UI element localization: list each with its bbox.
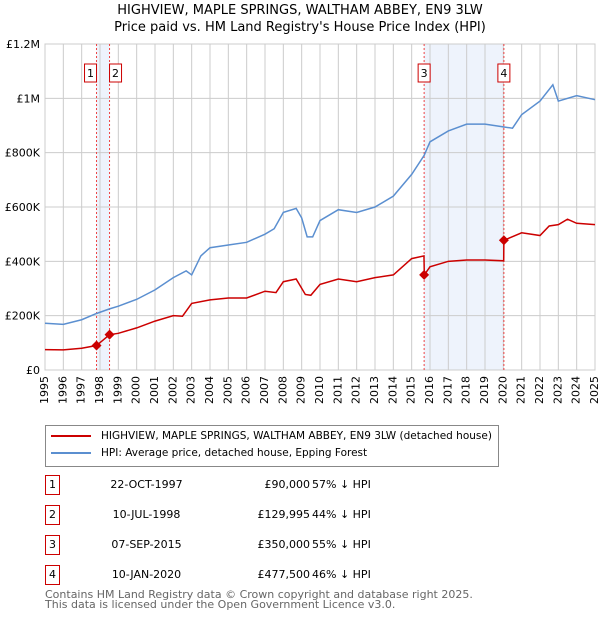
transaction-price: £90,000 — [264, 478, 311, 491]
transaction-hpi-diff: 57% ↓ HPI — [312, 478, 371, 491]
x-tick-label: 2008 — [276, 376, 289, 404]
y-tick-label: £0 — [26, 364, 40, 377]
x-tick-label: 2007 — [258, 376, 271, 404]
marker-label-4: 4 — [500, 67, 507, 80]
marker-label-1: 1 — [87, 67, 94, 80]
transaction-price: £129,995 — [257, 508, 311, 521]
footer-copyright: Contains HM Land Registry data © Crown c… — [45, 588, 473, 601]
x-tick-label: 2016 — [423, 376, 436, 404]
x-tick-label: 2014 — [386, 376, 399, 404]
marker-box-2 — [109, 63, 123, 83]
x-tick-label: 2021 — [515, 376, 528, 404]
marker-box-4 — [497, 63, 511, 83]
x-tick-label: 2020 — [496, 376, 509, 404]
x-tick-label: 2011 — [331, 376, 344, 404]
transaction-row: 2 10-JUL-1998 £129,995 44% ↓ HPI — [45, 505, 445, 525]
transaction-hpi-diff: 46% ↓ HPI — [312, 568, 371, 581]
x-tick-label: 2025 — [588, 376, 600, 404]
transaction-date: 22-OCT-1997 — [110, 478, 183, 491]
transaction-id: 3 — [45, 535, 60, 555]
x-tick-label: 1998 — [93, 376, 106, 404]
legend-label-property: HIGHVIEW, MAPLE SPRINGS, WALTHAM ABBEY, … — [101, 430, 492, 442]
transaction-row: 4 10-JAN-2020 £477,500 46% ↓ HPI — [45, 565, 445, 585]
y-tick-label: £800K — [5, 147, 41, 160]
x-tick-label: 2006 — [240, 376, 253, 404]
y-tick-label: £1.2M — [6, 38, 40, 51]
marker-label-3: 3 — [421, 67, 428, 80]
transaction-price: £350,000 — [257, 538, 311, 551]
marker-label-2: 2 — [112, 67, 119, 80]
x-tick-label: 2003 — [185, 376, 198, 404]
legend-label-hpi: HPI: Average price, detached house, Eppi… — [101, 447, 368, 459]
x-tick-label: 2001 — [148, 376, 161, 404]
x-tick-label: 2005 — [221, 376, 234, 404]
transaction-hpi-diff: 55% ↓ HPI — [312, 538, 371, 551]
x-tick-label: 2019 — [478, 376, 491, 404]
marker-box-1 — [84, 63, 98, 83]
y-tick-label: £200K — [5, 310, 41, 323]
transaction-id: 1 — [45, 475, 60, 495]
transaction-date: 10-JUL-1998 — [112, 508, 181, 521]
x-tick-label: 2010 — [313, 376, 326, 404]
x-tick-label: 2015 — [405, 376, 418, 404]
footer: Contains HM Land Registry data © Crown c… — [45, 588, 473, 611]
x-tick-label: 1996 — [56, 376, 69, 404]
legend: HIGHVIEW, MAPLE SPRINGS, WALTHAM ABBEY, … — [45, 425, 499, 467]
x-tick-label: 2002 — [166, 376, 179, 404]
hpi-line — [44, 83, 596, 326]
y-tick-label: £600K — [5, 201, 41, 214]
chart-subtitle: Price paid vs. HM Land Registry's House … — [114, 20, 486, 35]
x-tick-label: 1999 — [111, 376, 124, 404]
x-tick-label: 2009 — [295, 376, 308, 404]
x-tick-label: 2022 — [533, 376, 546, 404]
legend-swatch-hpi — [51, 452, 91, 454]
x-tick-label: 2023 — [551, 376, 564, 404]
y-tick-label: £1M — [17, 92, 41, 105]
transaction-date: 10-JAN-2020 — [111, 568, 182, 581]
plot-frame — [44, 43, 596, 371]
sale-point-2 — [104, 329, 115, 340]
sale-point-4 — [498, 235, 509, 246]
transaction-row: 3 07-SEP-2015 £350,000 55% ↓ HPI — [45, 535, 445, 555]
x-tick-label: 1997 — [75, 376, 88, 404]
transaction-price: £477,500 — [257, 568, 311, 581]
x-tick-label: 2000 — [130, 376, 143, 404]
transaction-id: 2 — [45, 505, 60, 525]
footer-licence: This data is licensed under the Open Gov… — [45, 598, 396, 611]
transaction-row: 1 22-OCT-1997 £90,000 57% ↓ HPI — [45, 475, 445, 495]
x-tick-label: 2012 — [350, 376, 363, 404]
x-tick-label: 2013 — [368, 376, 381, 404]
x-tick-label: 2024 — [570, 376, 583, 404]
x-tick-label: 2004 — [203, 376, 216, 404]
chart-title: HIGHVIEW, MAPLE SPRINGS, WALTHAM ABBEY, … — [117, 3, 483, 18]
property-price-line — [44, 218, 596, 351]
x-tick-label: 2018 — [460, 376, 473, 404]
sale-point-1 — [91, 340, 102, 351]
transaction-hpi-diff: 44% ↓ HPI — [312, 508, 371, 521]
plot-area: 1995 1996 1997 1998 1999 2000 2001 2002 2003 2004… — [5, 38, 600, 404]
marker-box-3 — [417, 63, 431, 83]
transaction-id: 4 — [45, 565, 60, 585]
x-tick-label: 1995 — [38, 376, 51, 404]
y-tick-label: £400K — [5, 255, 41, 268]
legend-swatch-property — [51, 435, 91, 437]
sale-point-3 — [419, 269, 430, 280]
x-tick-label: 2017 — [441, 376, 454, 404]
transaction-date: 07-SEP-2015 — [111, 538, 182, 551]
